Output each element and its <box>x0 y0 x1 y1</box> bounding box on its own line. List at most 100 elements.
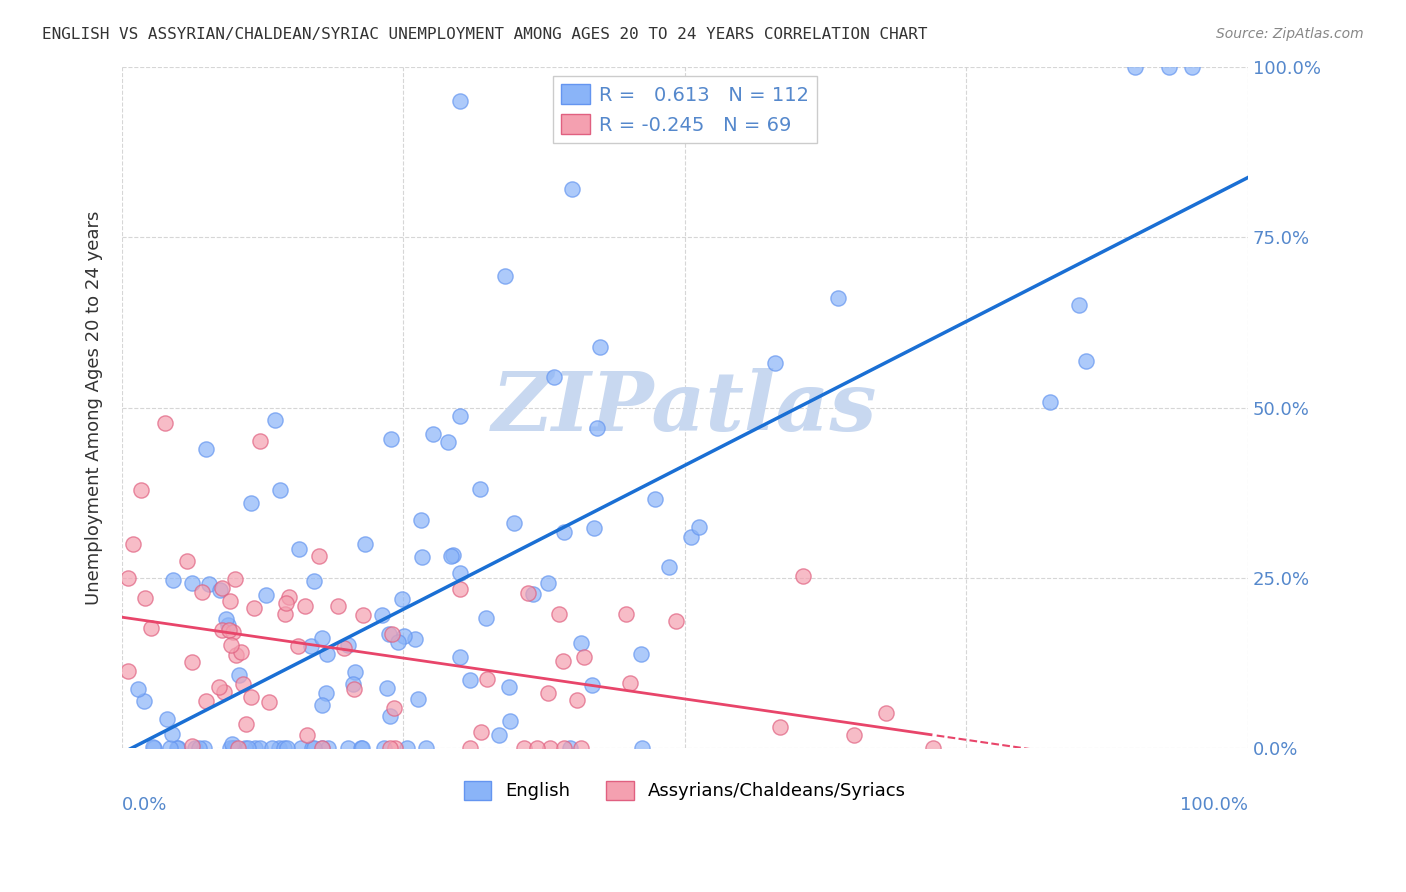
Point <box>222 741 245 756</box>
Point <box>122 537 145 551</box>
Point <box>153 416 176 430</box>
Point <box>354 537 377 551</box>
Point <box>225 648 247 663</box>
Point <box>1074 354 1097 368</box>
Point <box>222 625 245 640</box>
Point <box>219 741 242 756</box>
Point <box>922 741 945 756</box>
Point <box>569 741 592 756</box>
Point <box>233 741 256 756</box>
Point <box>382 701 405 715</box>
Point <box>297 728 319 742</box>
Point <box>142 741 165 756</box>
Point <box>190 585 212 599</box>
Point <box>211 581 233 595</box>
Point <box>127 682 149 697</box>
Point <box>276 741 298 756</box>
Point <box>257 695 280 709</box>
Text: ENGLISH VS ASSYRIAN/CHALDEAN/SYRIAC UNEMPLOYMENT AMONG AGES 20 TO 24 YEARS CORRE: ENGLISH VS ASSYRIAN/CHALDEAN/SYRIAC UNEM… <box>42 27 928 42</box>
Point <box>581 678 603 692</box>
Point <box>387 635 409 649</box>
Point <box>391 592 413 607</box>
Point <box>315 685 337 699</box>
Point <box>375 681 398 695</box>
Point <box>589 340 612 354</box>
Point <box>658 559 681 574</box>
Point <box>219 638 242 652</box>
Point <box>583 521 606 535</box>
Point <box>572 650 595 665</box>
Point <box>404 632 426 647</box>
Point <box>475 611 498 625</box>
Point <box>134 591 156 606</box>
Point <box>616 607 638 621</box>
Point <box>142 739 165 754</box>
Point <box>239 496 262 510</box>
Point <box>311 631 333 645</box>
Point <box>449 94 471 108</box>
Point <box>326 599 349 613</box>
Text: 100.0%: 100.0% <box>1180 797 1249 814</box>
Point <box>287 639 309 653</box>
Point <box>308 549 330 563</box>
Point <box>302 741 325 756</box>
Point <box>842 728 865 742</box>
Point <box>217 617 239 632</box>
Point <box>553 741 575 756</box>
Point <box>274 595 297 609</box>
Point <box>267 741 290 756</box>
Point <box>440 549 463 564</box>
Point <box>522 587 544 601</box>
Point <box>352 607 374 622</box>
Point <box>159 741 181 756</box>
Point <box>688 520 710 534</box>
Point <box>498 680 520 694</box>
Point <box>222 741 245 756</box>
Point <box>619 675 641 690</box>
Point <box>827 291 849 305</box>
Point <box>422 426 444 441</box>
Point <box>380 432 402 446</box>
Point <box>311 741 333 756</box>
Point <box>1157 60 1180 74</box>
Point <box>249 740 271 755</box>
Point <box>409 513 432 527</box>
Point <box>156 712 179 726</box>
Point <box>240 690 263 704</box>
Point <box>517 586 540 600</box>
Point <box>553 524 575 539</box>
Point <box>344 665 367 680</box>
Point <box>215 612 238 626</box>
Point <box>565 692 588 706</box>
Point <box>311 698 333 713</box>
Point <box>526 741 548 756</box>
Point <box>269 483 291 497</box>
Point <box>184 741 207 756</box>
Point <box>235 717 257 731</box>
Point <box>449 582 471 597</box>
Point <box>460 673 482 687</box>
Point <box>437 435 460 450</box>
Point <box>249 434 271 449</box>
Point <box>342 681 364 696</box>
Point <box>1067 298 1090 312</box>
Point <box>195 694 218 708</box>
Point <box>290 741 312 756</box>
Point <box>373 741 395 756</box>
Point <box>198 576 221 591</box>
Point <box>537 575 560 590</box>
Point <box>537 685 560 699</box>
Point <box>208 681 231 695</box>
Text: Source: ZipAtlas.com: Source: ZipAtlas.com <box>1216 27 1364 41</box>
Point <box>384 741 406 756</box>
Point <box>134 694 156 708</box>
Point <box>378 627 401 641</box>
Point <box>232 677 254 691</box>
Legend: English, Assyrians/Chaldeans/Syriacs: English, Assyrians/Chaldeans/Syriacs <box>457 774 914 807</box>
Point <box>350 741 373 756</box>
Point <box>449 409 471 424</box>
Point <box>221 737 243 751</box>
Point <box>631 741 654 756</box>
Point <box>763 356 786 370</box>
Point <box>131 483 153 497</box>
